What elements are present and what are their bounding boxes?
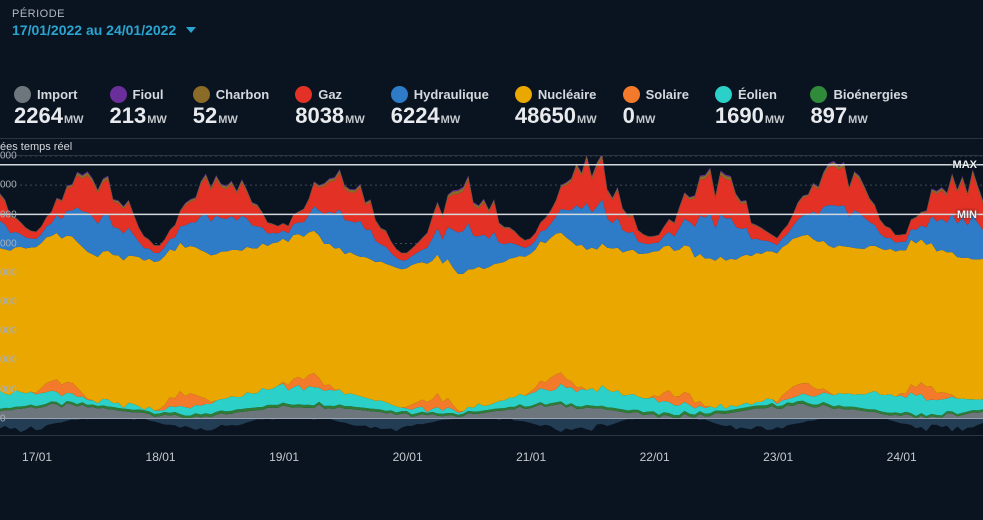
legend-item-value: 2264MW xyxy=(14,104,84,128)
charbon-icon xyxy=(193,86,210,103)
stacked-area-chart: 0000000000000000000000000000MAXMIN xyxy=(0,156,983,436)
legend-item-value: 52MW xyxy=(193,104,269,128)
legend-item-value: 6224MW xyxy=(391,104,489,128)
legend-item-gaz[interactable]: Gaz 8038MW xyxy=(295,86,365,128)
hydraulique-icon xyxy=(391,86,408,103)
x-axis-label: 19/01 xyxy=(269,450,299,464)
x-axis-label: 24/01 xyxy=(887,450,917,464)
y-axis-label: 000 xyxy=(0,151,17,162)
legend-item-value: 48650MW xyxy=(515,104,597,128)
x-axis-label: 18/01 xyxy=(146,450,176,464)
y-axis-label: 000 xyxy=(0,209,17,220)
legend-row: Import 2264MW Fioul 213MW Charbon 52MW Gaz 8038… xyxy=(0,44,983,138)
y-axis-label: 000 xyxy=(0,238,17,249)
legend-item-label: Éolien xyxy=(738,87,777,102)
x-axis-label: 22/01 xyxy=(640,450,670,464)
period-value: 17/01/2022 au 24/01/2022 xyxy=(12,22,176,38)
bioenergies-icon xyxy=(810,86,827,103)
y-axis-label: 000 xyxy=(0,267,17,278)
legend-item-label: Import xyxy=(37,87,77,102)
legend-item-nucleaire[interactable]: Nucléaire 48650MW xyxy=(515,86,597,128)
y-axis-label: 000 xyxy=(0,355,17,366)
ref-line-min-label: MIN xyxy=(957,209,977,221)
y-axis-label: 000 xyxy=(0,326,17,337)
fioul-icon xyxy=(110,86,127,103)
y-axis-label: 000 xyxy=(0,384,17,395)
legend-item-fioul[interactable]: Fioul 213MW xyxy=(110,86,167,128)
legend-item-eolien[interactable]: Éolien 1690MW xyxy=(715,86,785,128)
period-label: PÉRIODE xyxy=(12,8,971,20)
x-axis-label: 21/01 xyxy=(516,450,546,464)
chart-subtitle: ées temps réel xyxy=(0,138,983,156)
eolien-icon xyxy=(715,86,732,103)
period-selector[interactable]: 17/01/2022 au 24/01/2022 xyxy=(12,22,196,38)
legend-item-value: 8038MW xyxy=(295,104,365,128)
legend-item-value: 0MW xyxy=(623,104,689,128)
import-icon xyxy=(14,86,31,103)
legend-item-solaire[interactable]: Solaire 0MW xyxy=(623,86,689,128)
nucleaire-icon xyxy=(515,86,532,103)
legend-item-label: Charbon xyxy=(216,87,269,102)
legend-item-value: 213MW xyxy=(110,104,167,128)
y-axis-label: 0 xyxy=(0,413,6,424)
legend-item-value: 1690MW xyxy=(715,104,785,128)
legend-item-label: Fioul xyxy=(133,87,164,102)
x-axis-label: 17/01 xyxy=(22,450,52,464)
legend-item-label: Hydraulique xyxy=(414,87,489,102)
legend-item-import[interactable]: Import 2264MW xyxy=(14,86,84,128)
solaire-icon xyxy=(623,86,640,103)
y-axis-label: 000 xyxy=(0,297,17,308)
x-axis-label: 23/01 xyxy=(763,450,793,464)
legend-item-label: Solaire xyxy=(646,87,689,102)
legend-item-value: 897MW xyxy=(810,104,907,128)
legend-item-label: Nucléaire xyxy=(538,87,597,102)
legend-item-bioenergies[interactable]: Bioénergies 897MW xyxy=(810,86,907,128)
gaz-icon xyxy=(295,86,312,103)
ref-line-max-label: MAX xyxy=(953,159,977,171)
x-axis-label: 20/01 xyxy=(393,450,423,464)
legend-item-label: Gaz xyxy=(318,87,342,102)
legend-item-charbon[interactable]: Charbon 52MW xyxy=(193,86,269,128)
x-axis: 17/01 18/01 19/01 20/01 21/01 22/01 23/01 24/01 xyxy=(0,436,983,476)
chevron-down-icon xyxy=(186,27,196,33)
legend-item-label: Bioénergies xyxy=(833,87,907,102)
y-axis-label: 000 xyxy=(0,180,17,191)
legend-item-hydraulique[interactable]: Hydraulique 6224MW xyxy=(391,86,489,128)
